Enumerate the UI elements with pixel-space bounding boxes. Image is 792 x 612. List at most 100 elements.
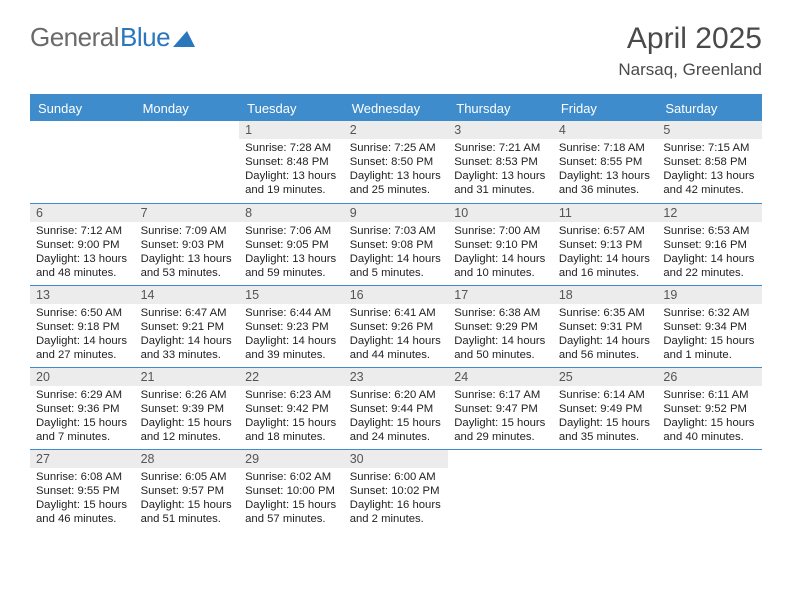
calendar-cell: 10Sunrise: 7:00 AMSunset: 9:10 PMDayligh… <box>448 203 553 285</box>
day-number: 25 <box>553 368 658 386</box>
day-number: 24 <box>448 368 553 386</box>
daylight-line-2: and 12 minutes. <box>141 430 234 444</box>
weekday-header: Saturday <box>657 95 762 121</box>
daylight-line-2: and 51 minutes. <box>141 512 234 526</box>
daylight-line-1: Daylight: 15 hours <box>141 498 234 512</box>
day-number: 30 <box>344 450 449 468</box>
sunset-line: Sunset: 9:57 PM <box>141 484 234 498</box>
day-info: Sunrise: 7:25 AMSunset: 8:50 PMDaylight:… <box>344 139 449 197</box>
sunrise-line: Sunrise: 6:02 AM <box>245 470 338 484</box>
logo-text-blue: Blue <box>120 22 170 53</box>
calendar-cell <box>135 121 240 203</box>
daylight-line-2: and 24 minutes. <box>350 430 443 444</box>
sunset-line: Sunset: 9:39 PM <box>141 402 234 416</box>
calendar-cell: 19Sunrise: 6:32 AMSunset: 9:34 PMDayligh… <box>657 285 762 367</box>
daylight-line-1: Daylight: 14 hours <box>36 334 129 348</box>
daylight-line-2: and 29 minutes. <box>454 430 547 444</box>
day-info: Sunrise: 7:03 AMSunset: 9:08 PMDaylight:… <box>344 222 449 280</box>
day-info: Sunrise: 6:53 AMSunset: 9:16 PMDaylight:… <box>657 222 762 280</box>
day-info: Sunrise: 6:00 AMSunset: 10:02 PMDaylight… <box>344 468 449 526</box>
day-number: 5 <box>657 121 762 139</box>
calendar-cell: 9Sunrise: 7:03 AMSunset: 9:08 PMDaylight… <box>344 203 449 285</box>
daylight-line-2: and 46 minutes. <box>36 512 129 526</box>
daylight-line-1: Daylight: 13 hours <box>663 169 756 183</box>
daylight-line-2: and 2 minutes. <box>350 512 443 526</box>
day-number: 29 <box>239 450 344 468</box>
sunrise-line: Sunrise: 7:25 AM <box>350 141 443 155</box>
calendar-cell: 4Sunrise: 7:18 AMSunset: 8:55 PMDaylight… <box>553 121 658 203</box>
sunset-line: Sunset: 9:47 PM <box>454 402 547 416</box>
day-number: 4 <box>553 121 658 139</box>
day-number: 17 <box>448 286 553 304</box>
day-info: Sunrise: 7:18 AMSunset: 8:55 PMDaylight:… <box>553 139 658 197</box>
daylight-line-1: Daylight: 15 hours <box>245 416 338 430</box>
sunset-line: Sunset: 9:23 PM <box>245 320 338 334</box>
sunrise-line: Sunrise: 6:38 AM <box>454 306 547 320</box>
sunset-line: Sunset: 8:50 PM <box>350 155 443 169</box>
logo: General Blue <box>30 22 195 53</box>
day-number: 9 <box>344 204 449 222</box>
calendar-cell: 13Sunrise: 6:50 AMSunset: 9:18 PMDayligh… <box>30 285 135 367</box>
day-number: 2 <box>344 121 449 139</box>
daylight-line-1: Daylight: 15 hours <box>559 416 652 430</box>
day-info: Sunrise: 6:50 AMSunset: 9:18 PMDaylight:… <box>30 304 135 362</box>
daylight-line-1: Daylight: 15 hours <box>36 416 129 430</box>
sunrise-line: Sunrise: 6:05 AM <box>141 470 234 484</box>
day-info: Sunrise: 6:35 AMSunset: 9:31 PMDaylight:… <box>553 304 658 362</box>
calendar-cell: 5Sunrise: 7:15 AMSunset: 8:58 PMDaylight… <box>657 121 762 203</box>
sunset-line: Sunset: 9:18 PM <box>36 320 129 334</box>
daylight-line-2: and 40 minutes. <box>663 430 756 444</box>
daylight-line-2: and 25 minutes. <box>350 183 443 197</box>
calendar-cell: 7Sunrise: 7:09 AMSunset: 9:03 PMDaylight… <box>135 203 240 285</box>
calendar-cell: 24Sunrise: 6:17 AMSunset: 9:47 PMDayligh… <box>448 367 553 449</box>
day-number: 28 <box>135 450 240 468</box>
sunset-line: Sunset: 9:31 PM <box>559 320 652 334</box>
daylight-line-2: and 44 minutes. <box>350 348 443 362</box>
weekday-header: Sunday <box>30 95 135 121</box>
day-number: 26 <box>657 368 762 386</box>
daylight-line-1: Daylight: 13 hours <box>245 169 338 183</box>
daylight-line-2: and 53 minutes. <box>141 266 234 280</box>
day-info: Sunrise: 6:17 AMSunset: 9:47 PMDaylight:… <box>448 386 553 444</box>
day-info: Sunrise: 6:38 AMSunset: 9:29 PMDaylight:… <box>448 304 553 362</box>
day-info: Sunrise: 6:26 AMSunset: 9:39 PMDaylight:… <box>135 386 240 444</box>
day-number: 1 <box>239 121 344 139</box>
day-info: Sunrise: 7:28 AMSunset: 8:48 PMDaylight:… <box>239 139 344 197</box>
daylight-line-1: Daylight: 13 hours <box>245 252 338 266</box>
daylight-line-2: and 56 minutes. <box>559 348 652 362</box>
day-number: 12 <box>657 204 762 222</box>
day-info: Sunrise: 6:23 AMSunset: 9:42 PMDaylight:… <box>239 386 344 444</box>
day-info: Sunrise: 6:32 AMSunset: 9:34 PMDaylight:… <box>657 304 762 362</box>
daylight-line-2: and 5 minutes. <box>350 266 443 280</box>
calendar-cell: 25Sunrise: 6:14 AMSunset: 9:49 PMDayligh… <box>553 367 658 449</box>
calendar-cell: 17Sunrise: 6:38 AMSunset: 9:29 PMDayligh… <box>448 285 553 367</box>
calendar-cell: 11Sunrise: 6:57 AMSunset: 9:13 PMDayligh… <box>553 203 658 285</box>
sunrise-line: Sunrise: 7:12 AM <box>36 224 129 238</box>
sunset-line: Sunset: 9:00 PM <box>36 238 129 252</box>
sunrise-line: Sunrise: 7:00 AM <box>454 224 547 238</box>
calendar-cell: 6Sunrise: 7:12 AMSunset: 9:00 PMDaylight… <box>30 203 135 285</box>
day-number: 18 <box>553 286 658 304</box>
sunset-line: Sunset: 9:26 PM <box>350 320 443 334</box>
daylight-line-2: and 39 minutes. <box>245 348 338 362</box>
daylight-line-1: Daylight: 14 hours <box>559 252 652 266</box>
empty-day <box>553 450 658 470</box>
day-number: 19 <box>657 286 762 304</box>
daylight-line-2: and 16 minutes. <box>559 266 652 280</box>
day-info: Sunrise: 6:08 AMSunset: 9:55 PMDaylight:… <box>30 468 135 526</box>
day-number: 15 <box>239 286 344 304</box>
day-number: 3 <box>448 121 553 139</box>
sunset-line: Sunset: 9:16 PM <box>663 238 756 252</box>
sunrise-line: Sunrise: 6:41 AM <box>350 306 443 320</box>
weekday-header: Friday <box>553 95 658 121</box>
sunrise-line: Sunrise: 6:35 AM <box>559 306 652 320</box>
sunset-line: Sunset: 9:29 PM <box>454 320 547 334</box>
daylight-line-2: and 35 minutes. <box>559 430 652 444</box>
logo-text-general: General <box>30 22 119 53</box>
daylight-line-1: Daylight: 14 hours <box>559 334 652 348</box>
sunrise-line: Sunrise: 6:53 AM <box>663 224 756 238</box>
sunset-line: Sunset: 8:55 PM <box>559 155 652 169</box>
calendar-cell <box>448 449 553 531</box>
day-number: 10 <box>448 204 553 222</box>
daylight-line-1: Daylight: 14 hours <box>454 334 547 348</box>
